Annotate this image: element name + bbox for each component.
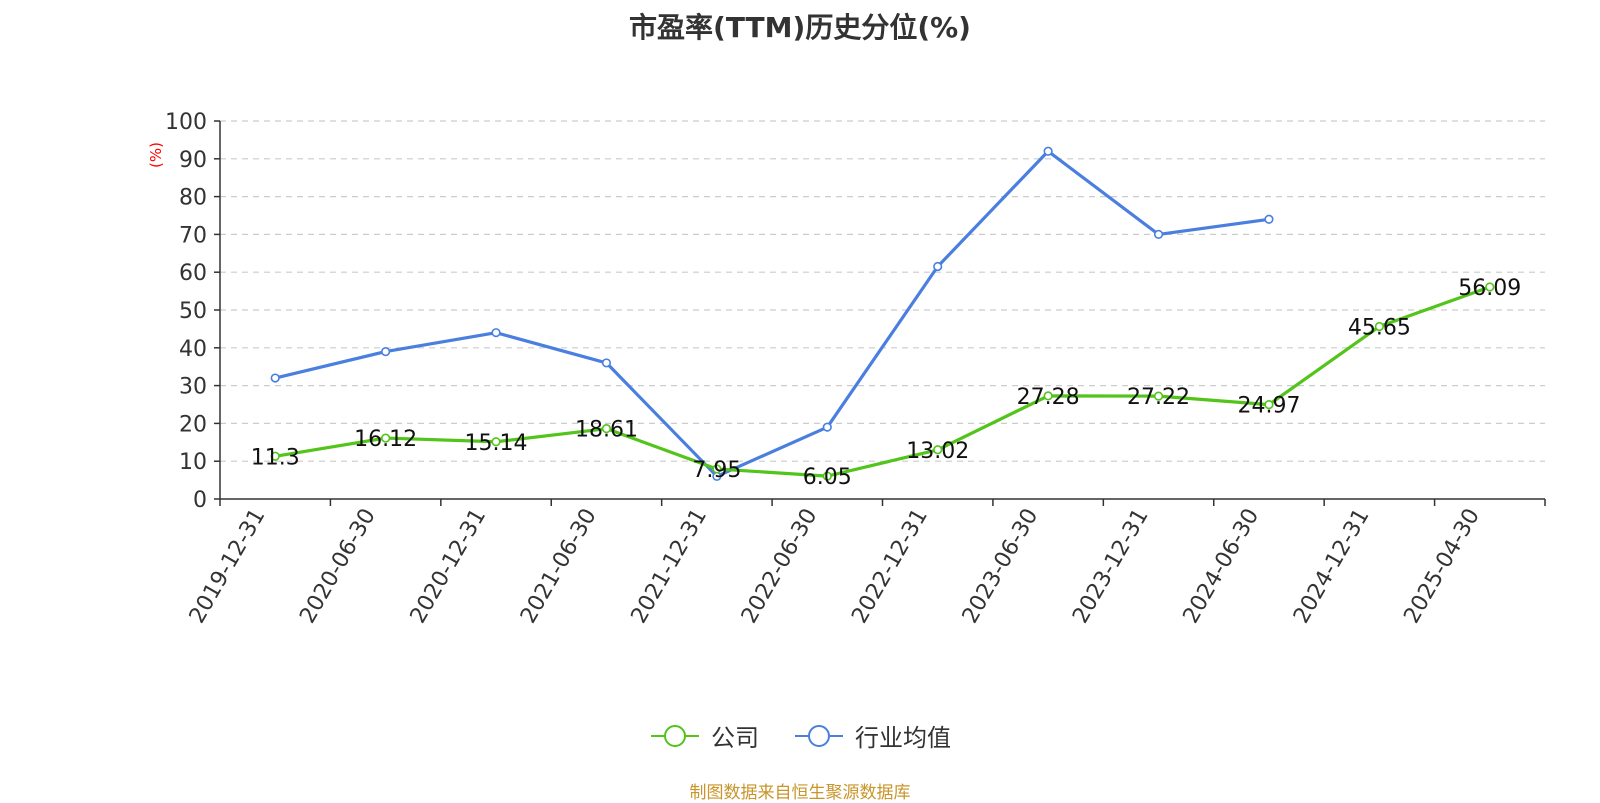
- x-tick-label: 2025-04-30: [1399, 505, 1485, 628]
- chart-title: 市盈率(TTM)历史分位(%): [629, 11, 971, 44]
- x-tick-label: 2023-06-30: [958, 505, 1044, 628]
- data-labels: 11.3 16.12 15.14 18.61 7.95 6.05 13.02 27.28 27.…: [251, 276, 1522, 490]
- data-label: 7.95: [692, 458, 741, 483]
- data-point-series-1[interactable]: [1043, 146, 1053, 156]
- x-tick-label: 2020-12-31: [406, 504, 492, 627]
- data-point-series-0[interactable]: [1043, 391, 1053, 401]
- data-point-series-1[interactable]: [491, 328, 501, 338]
- y-tick-label: 70: [179, 223, 207, 248]
- x-tick-label: 2024-12-31: [1289, 505, 1375, 628]
- data-label: 56.09: [1458, 276, 1521, 301]
- legend-item-industry-average[interactable]: 行业均值: [793, 718, 951, 753]
- data-point-series-0[interactable]: [1485, 282, 1495, 292]
- data-point-series-1[interactable]: [933, 261, 943, 272]
- series: [270, 146, 1495, 481]
- data-label: 13.02: [906, 439, 969, 464]
- y-tick-label: 100: [165, 110, 207, 135]
- x-tick-label: 2019-12-31: [185, 505, 271, 628]
- line-chart: 0 10 20 30 40 50 60 70 80 90 100 2019-12-31 2020-06-…: [147, 110, 1546, 628]
- y-axis-label: (%): [147, 142, 165, 168]
- x-tick-label: 2020-06-30: [295, 505, 381, 628]
- data-point-series-1[interactable]: [381, 346, 391, 357]
- x-tick-label: 2024-06-30: [1179, 505, 1265, 628]
- data-label: 27.28: [1017, 385, 1080, 410]
- x-tick-label: 2021-12-31: [626, 505, 712, 628]
- legend-label-company: 公司: [711, 724, 759, 752]
- data-label: 27.22: [1127, 385, 1190, 410]
- data-point-series-1[interactable]: [270, 373, 280, 383]
- y-tick-label: 0: [193, 488, 207, 513]
- legend-company-marker-icon: [651, 724, 699, 747]
- data-label: 15.14: [465, 431, 528, 456]
- data-point-series-0[interactable]: [933, 445, 943, 455]
- data-point-series-1[interactable]: [1153, 229, 1164, 239]
- data-point-series-0[interactable]: [1374, 321, 1384, 332]
- data-point-series-0[interactable]: [491, 437, 501, 447]
- legend-industry-marker-icon: [795, 724, 843, 747]
- data-point-series-0[interactable]: [381, 433, 391, 443]
- y-tick-label: 30: [179, 375, 207, 400]
- y-tick-label: 60: [179, 261, 207, 286]
- data-point-series-0[interactable]: [601, 424, 612, 434]
- data-label: 6.05: [803, 465, 852, 490]
- data-point-series-1[interactable]: [601, 358, 612, 368]
- y-tick-label: 10: [179, 450, 207, 475]
- legend: 公司 行业均值: [0, 718, 1600, 753]
- series-line-1: [274, 149, 1270, 478]
- data-point-series-0[interactable]: [712, 464, 722, 474]
- axes: 0 10 20 30 40 50 60 70 80 90 100 2019-12-31 2020-06-…: [165, 110, 1546, 628]
- series-line-0: [274, 285, 1491, 478]
- data-label: 24.97: [1237, 394, 1300, 419]
- data-label: 11.3: [251, 445, 300, 470]
- legend-item-company[interactable]: 公司: [649, 718, 759, 753]
- data-point-series-0[interactable]: [1153, 391, 1164, 401]
- y-tick-label: 80: [179, 186, 207, 211]
- x-tick-label: 2022-12-31: [847, 504, 933, 627]
- grid-lines: [220, 120, 1545, 462]
- x-tick-label: 2023-12-31: [1068, 505, 1154, 628]
- data-point-series-1[interactable]: [1264, 214, 1274, 224]
- legend-label-industry-average: 行业均值: [855, 724, 951, 752]
- y-tick-label: 50: [179, 299, 207, 324]
- source-note: 制图数据来自恒生聚源数据库: [689, 783, 911, 803]
- data-label: 18.61: [575, 418, 638, 443]
- data-point-series-1[interactable]: [822, 422, 832, 432]
- y-tick-label: 90: [179, 148, 207, 173]
- x-tick-label: 2022-06-30: [737, 505, 823, 628]
- y-tick-label: 40: [179, 337, 207, 362]
- data-label: 16.12: [354, 427, 417, 452]
- x-tick-label: 2021-06-30: [516, 505, 602, 628]
- data-label: 45.65: [1348, 315, 1411, 340]
- data-point-series-0[interactable]: [270, 451, 280, 461]
- y-tick-label: 20: [179, 412, 207, 437]
- data-point-series-0[interactable]: [1264, 400, 1274, 410]
- data-point-series-0[interactable]: [822, 471, 832, 481]
